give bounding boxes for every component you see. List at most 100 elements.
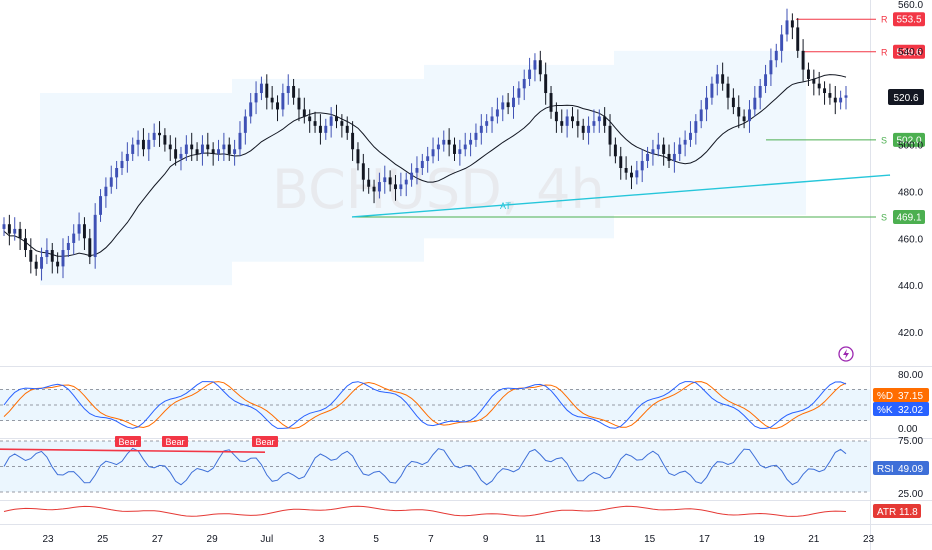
candle-body[interactable] xyxy=(136,139,140,145)
candle-body[interactable] xyxy=(715,74,719,84)
candle-body[interactable] xyxy=(603,116,607,126)
candle-body[interactable] xyxy=(538,60,542,75)
candle-body[interactable] xyxy=(512,97,515,108)
candle-body[interactable] xyxy=(88,238,92,258)
candle-body[interactable] xyxy=(431,149,435,157)
candle-body[interactable] xyxy=(120,160,124,168)
candle-body[interactable] xyxy=(785,20,789,35)
candle-body[interactable] xyxy=(206,144,210,150)
candle-body[interactable] xyxy=(410,172,414,180)
candle-body[interactable] xyxy=(276,102,279,110)
candle-body[interactable] xyxy=(812,78,816,84)
candle-body[interactable] xyxy=(2,224,6,229)
candle-body[interactable] xyxy=(356,149,360,164)
candle-body[interactable] xyxy=(394,184,397,190)
candle-body[interactable] xyxy=(747,109,751,122)
candle-body[interactable] xyxy=(238,132,242,150)
candle-body[interactable] xyxy=(705,97,709,110)
candle-body[interactable] xyxy=(624,168,628,173)
candle-body[interactable] xyxy=(125,153,129,161)
candle-body[interactable] xyxy=(184,144,188,154)
rsi-pane[interactable]: Bear Bear Bear xyxy=(0,436,870,493)
candle-body[interactable] xyxy=(61,250,65,267)
candle-body[interactable] xyxy=(109,177,113,187)
candle-body[interactable] xyxy=(522,78,526,89)
candle-body[interactable] xyxy=(163,135,167,145)
candle-body[interactable] xyxy=(104,186,108,197)
candle-body[interactable] xyxy=(45,250,49,258)
atr-pane[interactable] xyxy=(3,505,847,517)
candle-body[interactable] xyxy=(329,116,333,126)
candle-body[interactable] xyxy=(442,139,446,145)
candle-body[interactable] xyxy=(463,144,467,150)
candle-body[interactable] xyxy=(313,121,317,126)
candle-body[interactable] xyxy=(7,224,11,234)
candle-body[interactable] xyxy=(404,179,408,185)
candle-body[interactable] xyxy=(399,184,403,190)
candle-body[interactable] xyxy=(147,139,151,150)
candle-body[interactable] xyxy=(517,88,521,98)
candle-body[interactable] xyxy=(29,250,33,262)
candle-body[interactable] xyxy=(737,107,741,117)
candle-body[interactable] xyxy=(388,177,392,185)
candle-body[interactable] xyxy=(753,97,757,110)
candle-body[interactable] xyxy=(233,149,237,154)
candle-body[interactable] xyxy=(66,242,70,250)
candle-body[interactable] xyxy=(420,160,424,168)
candle-body[interactable] xyxy=(217,149,220,154)
candle-body[interactable] xyxy=(426,156,430,161)
candle-body[interactable] xyxy=(292,86,296,98)
candle-body[interactable] xyxy=(721,74,725,84)
candle-body[interactable] xyxy=(726,83,730,98)
candle-body[interactable] xyxy=(415,168,419,173)
candle-body[interactable] xyxy=(678,144,682,154)
candle-body[interactable] xyxy=(619,156,623,168)
candle-body[interactable] xyxy=(259,83,263,94)
candle-body[interactable] xyxy=(367,179,371,187)
candle-body[interactable] xyxy=(528,69,532,79)
candle-body[interactable] xyxy=(485,121,489,126)
candle-body[interactable] xyxy=(544,74,548,94)
candle-body[interactable] xyxy=(18,228,22,239)
candle-body[interactable] xyxy=(195,149,199,154)
candle-body[interactable] xyxy=(651,149,655,154)
candle-body[interactable] xyxy=(82,224,86,239)
candle-body[interactable] xyxy=(77,224,81,234)
trendline[interactable] xyxy=(351,174,891,218)
candle-body[interactable] xyxy=(23,238,27,250)
candle-body[interactable] xyxy=(179,153,183,159)
candle-body[interactable] xyxy=(613,144,617,157)
candles-group[interactable] xyxy=(2,8,848,281)
candle-body[interactable] xyxy=(200,144,204,154)
candle-body[interactable] xyxy=(40,257,44,269)
candle-body[interactable] xyxy=(227,144,231,154)
candle-body[interactable] xyxy=(630,172,633,178)
candle-body[interactable] xyxy=(731,97,735,108)
candle-body[interactable] xyxy=(501,102,505,110)
candle-body[interactable] xyxy=(828,93,832,98)
candle-body[interactable] xyxy=(801,50,805,70)
candle-body[interactable] xyxy=(694,121,698,133)
trendline-group[interactable]: AT xyxy=(351,174,891,218)
candle-body[interactable] xyxy=(683,139,687,145)
candle-body[interactable] xyxy=(50,250,54,262)
candle-body[interactable] xyxy=(571,116,574,122)
lightning-icon[interactable] xyxy=(838,346,854,362)
candle-body[interactable] xyxy=(758,86,762,98)
candle-body[interactable] xyxy=(190,144,194,150)
candle-body[interactable] xyxy=(764,74,768,86)
candle-body[interactable] xyxy=(93,214,97,258)
candle-body[interactable] xyxy=(335,116,338,122)
candle-body[interactable] xyxy=(324,125,328,133)
candle-body[interactable] xyxy=(672,153,676,161)
candle-body[interactable] xyxy=(345,125,349,133)
candle-body[interactable] xyxy=(667,153,671,161)
candle-body[interactable] xyxy=(72,233,76,243)
candle-body[interactable] xyxy=(833,97,837,103)
candle-body[interactable] xyxy=(597,116,601,122)
candle-body[interactable] xyxy=(56,261,60,267)
candle-body[interactable] xyxy=(361,163,365,180)
candle-body[interactable] xyxy=(844,95,848,98)
candle-body[interactable] xyxy=(174,149,178,159)
